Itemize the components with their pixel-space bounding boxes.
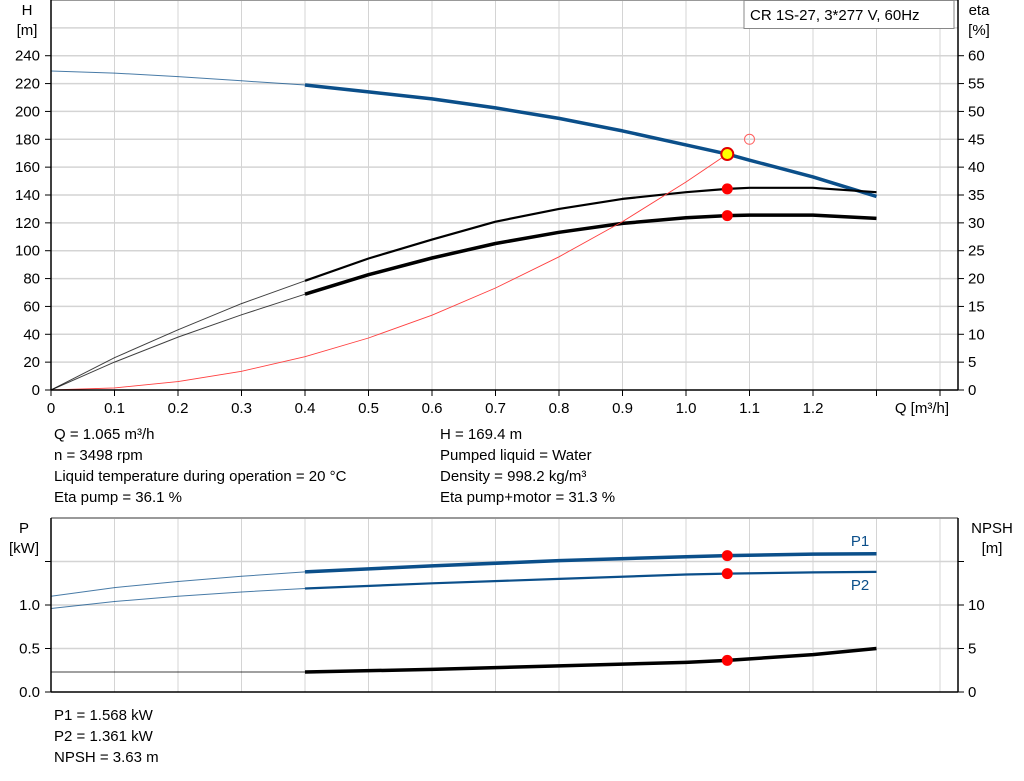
y-tick-label-left: 200 bbox=[15, 103, 40, 120]
marker-eta_pump_point bbox=[721, 183, 733, 195]
y-tick-label-right: 40 bbox=[968, 159, 985, 176]
x-tick-label: 0.6 bbox=[422, 400, 443, 417]
marker-NPSH_point bbox=[721, 654, 733, 666]
y-tick-label-left: 240 bbox=[15, 48, 40, 65]
y-tick-label-right: 0 bbox=[968, 382, 976, 399]
result-density: Density = 998.2 kg/m³ bbox=[440, 468, 587, 485]
series-P1 bbox=[304, 551, 877, 574]
marker-duty_point bbox=[720, 147, 735, 162]
result-temperature: Liquid temperature during operation = 20… bbox=[54, 468, 347, 485]
chart-title: CR 1S-27, 3*277 V, 60Hz bbox=[750, 7, 920, 24]
result-n: n = 3498 rpm bbox=[54, 447, 143, 464]
result-h: H = 169.4 m bbox=[440, 426, 523, 443]
y-axis-unit-right: [%] bbox=[968, 22, 990, 39]
series-H-thin bbox=[50, 70, 306, 86]
title-box bbox=[743, 0, 955, 29]
x-tick-label: 1.0 bbox=[676, 400, 697, 417]
y-tick-label-right: 60 bbox=[968, 48, 985, 65]
x-tick-label: 0.3 bbox=[231, 400, 252, 417]
x-tick-label: 0.5 bbox=[358, 400, 379, 417]
bottom-series bbox=[50, 550, 877, 674]
series-label-P1: P1 bbox=[851, 533, 869, 550]
results-top-right: H = 169.4 m Pumped liquid = Water Densit… bbox=[440, 424, 615, 508]
y-tick-label-left: 1.0 bbox=[19, 597, 40, 614]
y-tick-label-left: 20 bbox=[23, 354, 40, 371]
labels: 0 0.1 0.2 0.3 0.4 0.5 0.6 0.7 0.8 0.9 1.0 1.1 1.2 Q [… bbox=[9, 0, 1013, 701]
series-eta_pump bbox=[304, 186, 877, 282]
x-axis-label: Q [m³/h] bbox=[895, 400, 949, 417]
result-npsh: NPSH = 3.63 m bbox=[54, 749, 159, 766]
x-tick-label: 1.1 bbox=[739, 400, 760, 417]
y-tick-label-left: 60 bbox=[23, 298, 40, 315]
y-tick-label-left: 140 bbox=[15, 187, 40, 204]
result-p2: P2 = 1.361 kW bbox=[54, 728, 153, 745]
y-tick-label-left: 220 bbox=[15, 76, 40, 93]
y-axis-label-left: H bbox=[22, 2, 33, 19]
x-tick-label: 0.2 bbox=[168, 400, 189, 417]
y-tick-label-right: 15 bbox=[968, 298, 985, 315]
series-eta_pump_motor bbox=[304, 213, 877, 296]
marker-P2_point bbox=[721, 568, 733, 580]
y-tick-label-left: 120 bbox=[15, 215, 40, 232]
y-tick-label-left: 0.5 bbox=[19, 641, 40, 658]
y-tick-label-right: 0 bbox=[968, 684, 976, 701]
result-liquid: Pumped liquid = Water bbox=[440, 447, 592, 464]
series-H bbox=[304, 83, 878, 199]
y-tick-label-left: 0.0 bbox=[19, 684, 40, 701]
y-tick-label-right: 10 bbox=[968, 597, 985, 614]
result-eta-pump: Eta pump = 36.1 % bbox=[54, 489, 182, 506]
results-top-left: Q = 1.065 m³/h n = 3498 rpm Liquid tempe… bbox=[54, 424, 346, 508]
series-label-P2: P2 bbox=[851, 577, 869, 594]
x-tick-label: 0 bbox=[47, 400, 55, 417]
y-axis-label-right: NPSH bbox=[971, 520, 1013, 537]
y-tick-label-left: 180 bbox=[15, 131, 40, 148]
series-P2-thin bbox=[50, 588, 306, 609]
result-eta-pump-motor: Eta pump+motor = 31.3 % bbox=[440, 489, 616, 506]
axes bbox=[45, 0, 964, 693]
y-axis-unit-right: [m] bbox=[982, 540, 1003, 557]
x-tick-label: 0.8 bbox=[549, 400, 570, 417]
series-P2 bbox=[304, 570, 877, 590]
marker-requested_point bbox=[744, 133, 755, 145]
result-q: Q = 1.065 m³/h bbox=[54, 426, 155, 443]
y-tick-label-left: 80 bbox=[23, 271, 40, 288]
x-tick-label: 0.1 bbox=[104, 400, 125, 417]
y-tick-label-left: 0 bbox=[32, 382, 40, 399]
y-axis-label-right: eta bbox=[969, 2, 991, 19]
series-eta_pump_motor-thin bbox=[50, 293, 306, 391]
series-system_curve bbox=[50, 153, 728, 391]
x-tick-label: 1.2 bbox=[803, 400, 824, 417]
top-grid bbox=[51, 0, 958, 390]
result-p1: P1 = 1.568 kW bbox=[54, 707, 153, 724]
series-P1-thin bbox=[50, 571, 306, 597]
y-tick-label-right: 10 bbox=[968, 326, 985, 343]
y-tick-label-right: 25 bbox=[968, 243, 985, 260]
y-axis-unit-left: [m] bbox=[17, 22, 38, 39]
y-tick-label-right: 55 bbox=[968, 76, 985, 93]
y-tick-label-left: 40 bbox=[23, 326, 40, 343]
y-axis-unit-left: [kW] bbox=[9, 540, 39, 557]
y-axis-label-left: P bbox=[19, 520, 29, 537]
y-tick-label-right: 50 bbox=[968, 103, 985, 120]
y-tick-label-right: 5 bbox=[968, 641, 976, 658]
y-tick-label-right: 20 bbox=[968, 271, 985, 288]
y-tick-label-right: 30 bbox=[968, 215, 985, 232]
x-tick-label: 0.7 bbox=[485, 400, 506, 417]
bottom-grid bbox=[51, 518, 958, 692]
y-tick-label-left: 160 bbox=[15, 159, 40, 176]
x-tick-label: 0.9 bbox=[612, 400, 633, 417]
series-eta_pump-thin bbox=[50, 280, 306, 391]
y-tick-label-right: 45 bbox=[968, 131, 985, 148]
marker-P1_point bbox=[721, 550, 733, 562]
y-tick-label-right: 5 bbox=[968, 354, 976, 371]
y-tick-label-right: 35 bbox=[968, 187, 985, 204]
top-series bbox=[50, 70, 878, 391]
y-tick-label-left: 100 bbox=[15, 243, 40, 260]
results-bottom: P1 = 1.568 kW P2 = 1.361 kW NPSH = 3.63 … bbox=[54, 705, 159, 768]
x-tick-label: 0.4 bbox=[295, 400, 316, 417]
marker-eta_pump_motor_point bbox=[721, 210, 733, 222]
series-NPSH bbox=[304, 646, 877, 674]
